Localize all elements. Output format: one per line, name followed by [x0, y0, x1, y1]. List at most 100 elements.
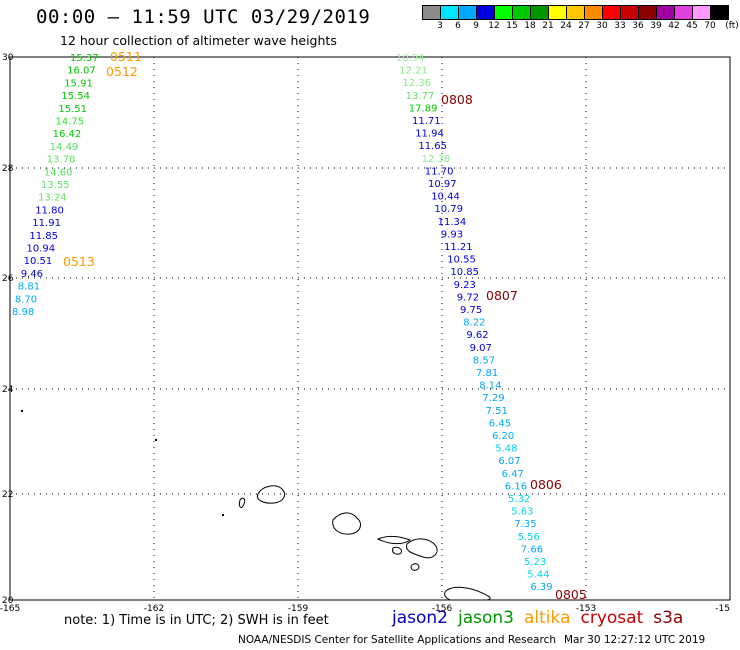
small-islets	[21, 410, 224, 516]
wave-height-value: 15.91	[64, 78, 93, 89]
longitude-label: -159	[288, 604, 309, 614]
wave-height-value: 8.81	[18, 282, 40, 293]
color-swatch	[585, 6, 603, 19]
wave-height-value: 7.35	[514, 519, 536, 530]
wave-height-value: 12.38	[422, 154, 451, 165]
color-swatch	[477, 6, 495, 19]
islet-3	[222, 514, 224, 516]
color-scale-label: 42	[668, 21, 680, 31]
wave-height-value: 13.24	[38, 193, 67, 204]
footer-credit: NOAA/NESDIS Center for Satellite Applica…	[238, 634, 556, 646]
color-scale-label: 12	[488, 21, 500, 31]
satellite-cryosat: cryosat	[580, 608, 644, 628]
wave-height-value: 11.70	[425, 166, 454, 177]
satellite-jason3: jason3	[458, 608, 514, 628]
wave-height-value: 7.66	[521, 544, 543, 555]
color-scale-swatches	[422, 5, 729, 20]
color-scale-label: 27	[578, 21, 590, 31]
wave-height-value: 10.94	[396, 53, 425, 64]
wave-height-value: 8.14	[479, 381, 501, 392]
wave-height-value: 16.42	[53, 129, 82, 140]
wave-height-value: 5.63	[511, 507, 533, 518]
map-frame	[9, 56, 731, 601]
pass-time-label: 0807	[486, 288, 518, 303]
wave-height-value: 10.97	[428, 179, 457, 190]
wave-height-value: 9.93	[441, 229, 463, 240]
wave-height-value: 13.78	[47, 155, 76, 166]
pass-time-label: 0808	[441, 92, 473, 107]
color-swatch	[567, 6, 585, 19]
color-scale-label: 30	[596, 21, 608, 31]
wave-height-value: 14.60	[44, 167, 73, 178]
color-scale-label: 15	[506, 21, 518, 31]
wave-height-value: 9.75	[460, 305, 482, 316]
wave-height-value: 12.21	[399, 66, 428, 77]
wave-height-value: 5.48	[495, 444, 517, 455]
latitude-label: 24	[2, 385, 14, 395]
longitude-label: -162	[144, 604, 164, 614]
page-subtitle: 12 hour collection of altimeter wave hei…	[60, 33, 337, 48]
wave-height-value: 6.47	[502, 469, 524, 480]
color-swatch	[675, 6, 693, 19]
color-scale-legend: 3 6 9 12 15 18 21 24 27 30 33 36 39 42 45 70 (ft)	[422, 5, 739, 32]
color-scale-label: 6	[455, 21, 461, 31]
latitude-label: 20	[2, 596, 14, 606]
pass-time-label: 0513	[63, 254, 95, 269]
longitude-label: -156	[432, 604, 453, 614]
wave-height-value: 7.51	[486, 406, 508, 417]
color-swatch	[549, 6, 567, 19]
color-swatch	[531, 6, 549, 19]
island-kauai	[256, 485, 286, 504]
color-swatch	[639, 6, 657, 19]
wave-height-value: 6.16	[505, 481, 527, 492]
page-title: 00:00 – 11:59 UTC 03/29/2019	[36, 6, 371, 28]
wave-height-value: 8.98	[12, 307, 34, 318]
wave-height-value: 8.70	[15, 294, 37, 305]
color-swatch	[711, 6, 728, 19]
satellite-s3a: s3a	[653, 608, 684, 628]
wave-height-value: 8.57	[473, 355, 495, 366]
island-lanai	[392, 546, 402, 555]
color-swatch	[459, 6, 477, 19]
wave-height-value: 10.79	[434, 204, 463, 215]
color-swatch	[513, 6, 531, 19]
wave-height-value: 11.94	[415, 129, 444, 140]
satellite-jason2: jason2	[392, 608, 448, 628]
wave-height-value: 6.45	[489, 418, 511, 429]
wave-height-value: 12.36	[402, 78, 431, 89]
wave-height-value: 6.20	[492, 431, 514, 442]
color-scale-label: 36	[632, 21, 644, 31]
pass-time-label: 0511	[110, 49, 142, 64]
wave-height-value: 10.94	[27, 244, 56, 255]
wave-height-value: 14.75	[56, 117, 85, 128]
wave-height-value: 15.51	[58, 104, 87, 115]
wave-height-value: 5.23	[524, 557, 546, 568]
axis-labels: -165 -162 -159 -156 -153 -15 30 28 26 24 22 20	[0, 53, 730, 614]
longitude-label: -165	[0, 604, 20, 614]
color-scale-label: 18	[524, 21, 536, 31]
pass-time-label: 0806	[530, 477, 562, 492]
color-scale-label: 21	[542, 21, 554, 31]
color-scale-label: 70	[704, 21, 716, 31]
wave-height-value: 7.29	[482, 393, 504, 404]
color-scale-label: 45	[686, 21, 698, 31]
island-kahoolawe	[410, 563, 420, 571]
wave-height-value: 11.85	[29, 231, 58, 242]
color-swatch	[657, 6, 675, 19]
wave-height-value: 15.37	[70, 53, 99, 64]
latitude-label: 28	[2, 164, 14, 174]
color-swatch	[693, 6, 711, 19]
wave-height-value: 5.44	[527, 570, 549, 581]
island-niihau	[239, 497, 246, 508]
wave-height-value: 13.77	[406, 91, 435, 102]
longitude-label: -15	[715, 604, 730, 614]
wave-height-value: 9.23	[454, 280, 476, 291]
color-swatch	[441, 6, 459, 19]
wave-height-value: 9.07	[470, 343, 492, 354]
wave-height-value: 10.55	[447, 255, 476, 266]
islet-1	[21, 410, 23, 412]
